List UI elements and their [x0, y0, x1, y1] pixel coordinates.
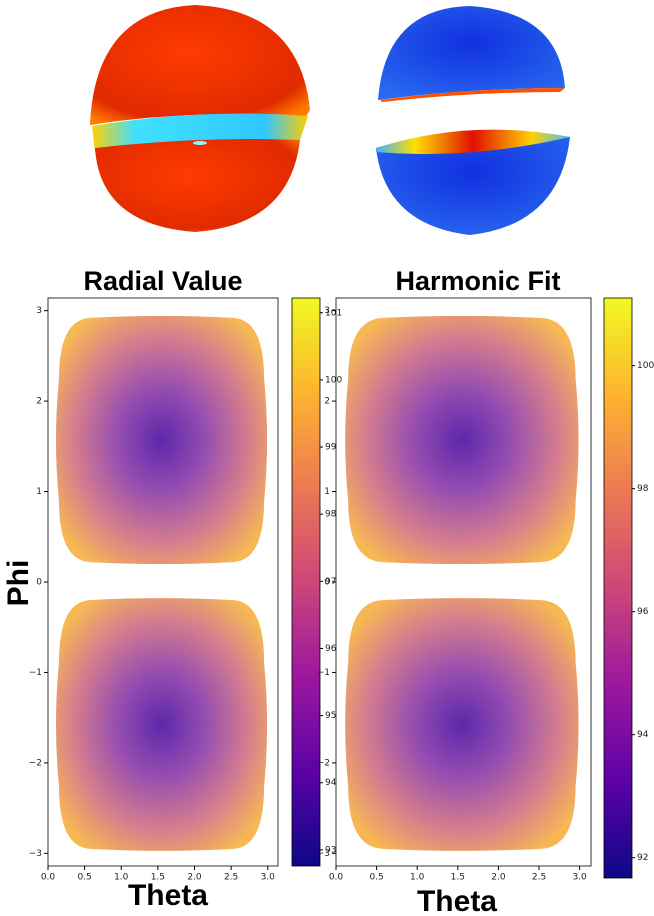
- colorbar-tick-label: 92: [637, 853, 648, 863]
- colorbar-tick-label: 99: [325, 443, 337, 453]
- colorbar-tick-label: 94: [637, 730, 649, 740]
- colorbar-tick-label: 95: [325, 711, 336, 721]
- colorbar-tick-label: 100: [325, 375, 342, 385]
- x-tick-label: 0.5: [77, 873, 91, 883]
- x-tick-label: 1.0: [114, 873, 129, 883]
- y-tick-label: 2: [36, 397, 42, 407]
- heatmap-region: [56, 316, 267, 564]
- sphere-radial: [90, 5, 310, 232]
- chart-title: Radial Value: [83, 266, 242, 296]
- y-tick-label: −2: [317, 758, 330, 768]
- y-tick-label: −3: [29, 849, 42, 859]
- y-axis-label: Phi: [2, 560, 35, 607]
- heatmap-region: [345, 316, 578, 564]
- x-axis-label: Theta: [128, 879, 208, 912]
- x-tick-label: 3.0: [572, 873, 587, 883]
- sphere-harmonic: [376, 6, 570, 235]
- colorbar-tick-label: 94: [325, 778, 337, 788]
- figure: 0.00.51.01.52.02.53.0−3−2−10123939495969…: [0, 0, 654, 916]
- y-tick-label: −3: [317, 849, 330, 859]
- y-tick-label: −1: [317, 668, 330, 678]
- y-tick-label: 0: [324, 578, 330, 588]
- heatmap-region: [56, 598, 267, 851]
- colorbar-tick-label: 100: [637, 361, 654, 371]
- colorbar-tick-label: 96: [637, 607, 649, 617]
- x-tick-label: 2.5: [532, 873, 546, 883]
- x-tick-label: 0.0: [329, 873, 344, 883]
- y-tick-label: −1: [29, 668, 42, 678]
- x-axis-label: Theta: [417, 885, 497, 916]
- colorbar-tick-label: 98: [325, 510, 337, 520]
- x-tick-label: 0.0: [41, 873, 56, 883]
- x-tick-label: 1.0: [410, 873, 425, 883]
- y-tick-label: 3: [324, 306, 330, 316]
- y-tick-label: 1: [36, 487, 42, 497]
- x-tick-label: 0.5: [369, 873, 383, 883]
- y-tick-label: 3: [36, 306, 42, 316]
- colorbar-tick-label: 98: [637, 484, 649, 494]
- x-tick-label: 1.5: [451, 873, 465, 883]
- colorbar: [292, 298, 320, 866]
- heatmap-region: [345, 598, 578, 851]
- y-tick-label: 1: [324, 487, 330, 497]
- x-tick-label: 3.0: [261, 873, 276, 883]
- x-tick-label: 2.0: [491, 873, 506, 883]
- colorbar: [604, 298, 632, 878]
- y-tick-label: −2: [29, 758, 42, 768]
- chart-title: Harmonic Fit: [395, 266, 560, 296]
- y-tick-label: 2: [324, 397, 330, 407]
- y-tick-label: 0: [36, 578, 42, 588]
- colorbar-tick-label: 96: [325, 644, 337, 654]
- x-tick-label: 2.5: [224, 873, 238, 883]
